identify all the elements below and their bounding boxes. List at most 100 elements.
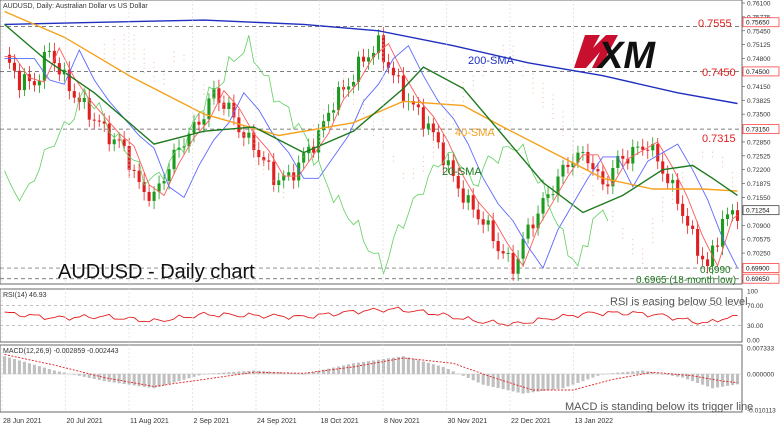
candle-body xyxy=(391,67,395,76)
cloud-dot xyxy=(582,177,584,179)
cloud-dot xyxy=(323,109,325,111)
cloud-dot xyxy=(253,143,255,145)
macd-histogram-bar xyxy=(426,362,430,375)
cloud-dot xyxy=(562,120,564,122)
macd-histogram-bar xyxy=(152,374,156,389)
candle-body xyxy=(162,180,166,184)
macd-tick-label: 0.000000 xyxy=(747,372,774,379)
cloud-dot xyxy=(542,106,544,108)
cloud-dot xyxy=(343,68,345,70)
candle-body xyxy=(72,91,76,98)
cloud-dot xyxy=(273,185,275,187)
candle-body xyxy=(172,149,176,170)
macd-histogram-bar xyxy=(297,373,301,375)
candle-body xyxy=(386,62,390,68)
macd-histogram-bar xyxy=(347,364,351,375)
chart-title-annotation: AUDUSD - Daily chart xyxy=(58,261,255,283)
cloud-dot xyxy=(672,193,674,196)
macd-histogram-bar xyxy=(72,374,76,375)
cloud-dot xyxy=(163,83,165,85)
y-tick-label: 0.71550 xyxy=(747,195,771,202)
cloud-dot xyxy=(323,113,325,115)
cloud-dot xyxy=(293,175,295,177)
macd-histogram-bar xyxy=(122,374,126,384)
candle-body xyxy=(17,70,21,91)
candle-body xyxy=(696,228,700,256)
macd-histogram-bar xyxy=(207,373,211,375)
macd-histogram-bar xyxy=(566,374,570,387)
y-tick-label: 0.73500 xyxy=(747,112,771,119)
cloud-dot xyxy=(642,262,644,264)
y-tick-label: 0.70575 xyxy=(747,237,771,244)
cloud-dot xyxy=(333,93,335,95)
cloud-dot xyxy=(372,125,375,127)
lagging-span-line xyxy=(4,35,609,276)
macd-histogram-bar xyxy=(606,373,610,375)
macd-histogram-bar xyxy=(381,359,386,375)
macd-tick-label: 0.007333 xyxy=(747,345,774,352)
macd-histogram-bar xyxy=(127,374,131,385)
macd-histogram-bar xyxy=(441,366,445,375)
cloud-dot xyxy=(532,87,534,89)
macd-histogram-bar xyxy=(317,370,321,375)
candle-body xyxy=(651,144,655,151)
cloud-dot xyxy=(243,134,245,136)
cloud-dot xyxy=(622,237,624,239)
macd-histogram-bar xyxy=(416,360,420,375)
cloud-dot xyxy=(562,116,564,118)
macd-histogram-bar xyxy=(561,374,565,389)
candle-body xyxy=(381,35,386,63)
logo-text: XM xyxy=(596,35,656,77)
cloud-dot xyxy=(362,108,365,110)
macd-histogram-bar xyxy=(681,374,685,378)
cloud-dot xyxy=(352,80,355,82)
candle-body xyxy=(202,119,206,125)
candle-body xyxy=(566,164,570,168)
cloud-dot xyxy=(123,48,125,50)
cloud-dot xyxy=(412,168,414,170)
candle-body xyxy=(102,121,106,124)
cloud-dot xyxy=(153,66,155,68)
cloud-dot xyxy=(333,112,335,114)
cloud-dot xyxy=(133,34,135,36)
macd-histogram-bar xyxy=(471,374,475,381)
cloud-dot xyxy=(223,117,225,119)
macd-histogram-bar xyxy=(322,369,326,375)
candle-body xyxy=(42,51,46,81)
macd-histogram-bar xyxy=(356,362,361,375)
cloud-dot xyxy=(442,142,444,144)
macd-histogram-bar xyxy=(182,374,186,380)
cloud-dot xyxy=(432,156,434,158)
cloud-dot xyxy=(123,43,125,46)
macd-histogram-bar xyxy=(725,374,730,386)
candle-body xyxy=(12,62,17,71)
candle-body xyxy=(641,146,645,150)
candle-body xyxy=(337,87,341,111)
cloud-dot xyxy=(372,134,375,137)
level-7450-label: 0.7450 xyxy=(702,67,736,79)
cloud-dot xyxy=(253,133,255,135)
cloud-dot xyxy=(582,163,584,165)
macd-histogram-bar xyxy=(601,374,605,375)
cloud-dot xyxy=(213,97,215,99)
y-tick-label: 0.70250 xyxy=(747,251,771,258)
cloud-dot xyxy=(452,114,454,116)
macd-histogram-bar xyxy=(302,374,306,375)
candle-body xyxy=(721,218,725,247)
macd-histogram-bar xyxy=(371,360,376,375)
cloud-dot xyxy=(113,39,115,41)
candle-body xyxy=(706,259,710,267)
rsi-tick-label: 70.00 xyxy=(747,303,764,310)
candle-body xyxy=(661,161,665,174)
cloud-dot xyxy=(452,100,454,102)
level-6990-label: 0.6990 xyxy=(700,265,731,276)
candle-body xyxy=(197,121,201,125)
x-tick-label: 30 Nov 2021 xyxy=(448,418,488,425)
cloud-dot xyxy=(283,196,285,199)
macd-histogram-bar xyxy=(611,373,615,375)
cloud-dot xyxy=(731,181,734,183)
cloud-dot xyxy=(532,92,534,94)
cloud-dot xyxy=(662,211,664,213)
cloud-dot xyxy=(652,223,654,225)
cloud-dot xyxy=(103,43,105,46)
